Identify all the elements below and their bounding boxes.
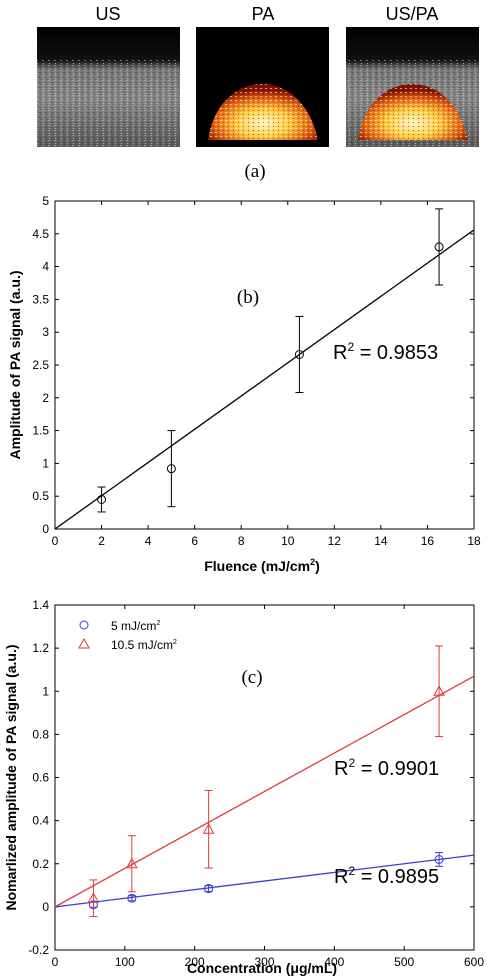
y-tick-label: 1	[42, 684, 49, 698]
y-axis-label: Nomarlized amplitude of PA signal (a.u.)	[3, 644, 19, 910]
x-axis-label: Fluence (mJ/cm2)	[204, 557, 320, 574]
data-point	[434, 854, 444, 864]
x-tick-label: 0	[52, 534, 59, 548]
image-us-pa	[346, 27, 479, 147]
data-point	[204, 884, 214, 894]
panel-a-caption: (a)	[244, 161, 265, 182]
plot-frame	[54, 200, 475, 530]
data-point	[97, 494, 107, 504]
data-point	[87, 892, 100, 903]
x-tick-label: 12	[328, 534, 342, 548]
legend-marker	[78, 637, 90, 649]
x-tick-label: 4	[145, 534, 152, 548]
y-tick-label: 1	[42, 456, 49, 470]
y-tick-label: 5	[42, 194, 49, 208]
x-tick-label: 10	[281, 534, 295, 548]
x-tick-label: 14	[374, 534, 388, 548]
image-label-us-pa: US/PA	[386, 4, 439, 24]
image-label-us: US	[95, 4, 120, 24]
y-tick-label: 0	[42, 522, 49, 536]
y-tick-label: 0.8	[32, 727, 49, 741]
y-tick-label: 4.5	[32, 227, 49, 241]
chart-c: 0 100 200 300 400 500 600-0.200.20.40.60.811.2…	[3, 598, 484, 976]
y-tick-label: 2.5	[32, 358, 49, 372]
x-tick-label: 100	[115, 955, 135, 969]
x-tick-label: 18	[467, 534, 481, 548]
data-point	[125, 857, 138, 869]
data-point	[166, 464, 176, 474]
chart-b: 0 2 4 6 8 10 12 14 16 18 0 0.5 1 1.5 2 2.5 3 3.5 4 4.5 5 (b) R…	[7, 194, 481, 574]
image-us	[37, 27, 180, 147]
data-point	[202, 823, 215, 834]
y-tick-label: 1.4	[32, 598, 49, 612]
y-tick-label: 3.5	[32, 292, 49, 306]
y-tick-label: 0.6	[32, 771, 49, 785]
x-tick-label: 200	[185, 955, 205, 969]
data-point	[294, 350, 304, 360]
y-tick-label: 0.4	[32, 814, 49, 828]
panel-a: US PA US/PA (a)	[37, 4, 479, 182]
data-point	[433, 685, 445, 696]
x-tick-label: 400	[324, 955, 344, 969]
y-tick-label: 1.5	[32, 424, 49, 438]
y-tick-label: 0.2	[32, 857, 49, 871]
data-point	[127, 893, 137, 903]
y-tick-label: 0.5	[32, 489, 49, 503]
y-tick-label: 1.2	[32, 641, 49, 655]
r-squared-annotation-blue: R2 = 0.9895	[334, 864, 439, 888]
data-point	[434, 242, 444, 252]
fit-line	[54, 854, 475, 908]
legend-marker	[79, 620, 89, 630]
x-tick-label: 300	[254, 955, 274, 969]
x-tick-label: 6	[191, 534, 198, 548]
y-tick-label: 3	[42, 325, 49, 339]
x-tick-label: 8	[238, 534, 245, 548]
panel-c-label: (c)	[241, 667, 262, 688]
r-squared-annotation: R2 = 0.9853	[333, 340, 438, 364]
legend-label: 10.5 mJ/cm2	[111, 638, 177, 652]
r-squared-annotation-red: R2 = 0.9901	[334, 756, 439, 780]
x-axis-label: Concentration (μg/mL)	[187, 960, 337, 976]
fit-line	[54, 675, 475, 908]
x-tick-label: 16	[421, 534, 435, 548]
x-tick-label: 600	[464, 955, 484, 969]
fit-line	[54, 229, 475, 530]
x-tick-label: 0	[52, 955, 59, 969]
legend-label: 5 mJ/cm2	[111, 619, 160, 633]
x-tick-label: 2	[98, 534, 105, 548]
y-tick-label: 4	[42, 260, 49, 274]
panel-b-label: (b)	[237, 287, 259, 308]
y-axis-label: Amplitude of PA signal (a.u.)	[7, 271, 23, 460]
x-tick-label: 500	[394, 955, 414, 969]
y-tick-label: -0.2	[28, 943, 49, 957]
image-pa	[196, 27, 329, 147]
y-tick-label: 2	[42, 391, 49, 405]
image-label-pa: PA	[252, 4, 275, 24]
y-tick-label: 0	[42, 900, 49, 914]
